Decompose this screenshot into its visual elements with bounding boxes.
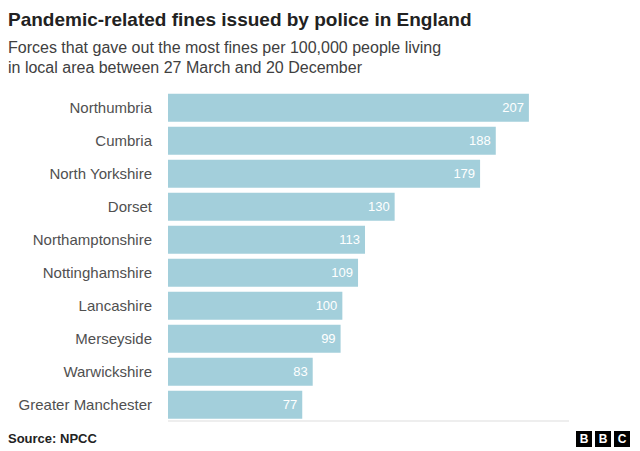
svg-text:Warwickshire: Warwickshire <box>63 363 152 380</box>
html-text:Pandemic-related fines issued: Pandemic-related fines issued by police … <box>8 9 472 30</box>
svg-text:188: 188 <box>469 133 491 148</box>
svg-text:179: 179 <box>453 166 475 181</box>
svg-text:Lancashire: Lancashire <box>79 297 152 314</box>
svg-text:Greater Manchester: Greater Manchester <box>19 396 152 413</box>
svg-text:100: 100 <box>316 298 338 313</box>
svg-text:Nottinghamshire: Nottinghamshire <box>43 264 152 281</box>
svg-text:130: 130 <box>368 199 390 214</box>
html-text:Forces that gave out the most: Forces that gave out the most fines per … <box>8 39 442 56</box>
svg-text:109: 109 <box>331 265 353 280</box>
html-text:Source: NPCC: Source: NPCC <box>8 431 97 446</box>
svg-text:Dorset: Dorset <box>108 198 153 215</box>
svg-text:83: 83 <box>293 364 307 379</box>
html-text:C: C <box>617 432 627 446</box>
svg-text:77: 77 <box>283 397 297 412</box>
svg-text:207: 207 <box>502 100 524 115</box>
svg-text:Northumbria: Northumbria <box>69 99 152 116</box>
svg-text:99: 99 <box>321 331 335 346</box>
svg-text:Cumbria: Cumbria <box>95 132 152 149</box>
svg-text:113: 113 <box>339 232 360 247</box>
html-text:B: B <box>598 432 608 446</box>
svg-text:North Yorkshire: North Yorkshire <box>49 165 152 182</box>
html-text:B: B <box>579 432 589 446</box>
svg-text:Northamptonshire: Northamptonshire <box>33 231 152 248</box>
html-text:in local area between 27 March: in local area between 27 March and 20 De… <box>8 59 362 76</box>
svg-text:Merseyside: Merseyside <box>75 330 152 347</box>
